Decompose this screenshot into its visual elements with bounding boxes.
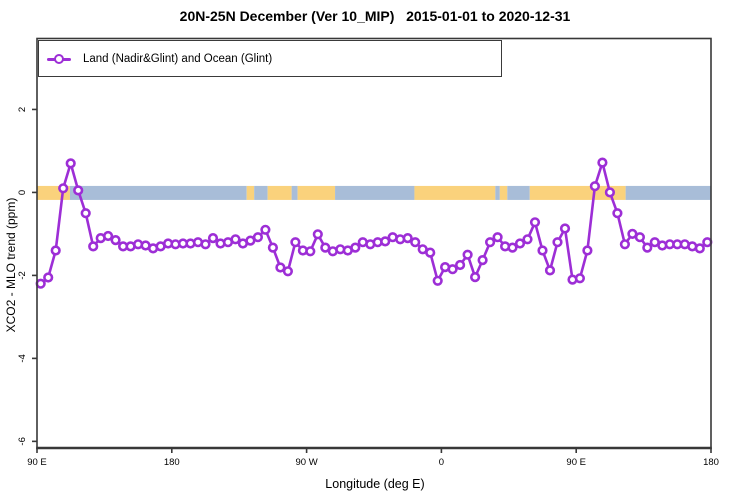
data-point-marker [58,183,69,194]
data-point-marker [320,242,331,253]
data-point-marker [642,242,653,253]
data-point-marker [43,272,54,283]
data-point-marker [275,262,286,273]
data-point-marker [305,246,316,257]
data-point-marker [110,235,121,246]
data-point-marker [73,185,84,196]
legend-line-marker-icon [47,53,71,65]
zero-band-segment-ocean [254,185,268,200]
data-point-marker [522,234,533,245]
data-point-marker [80,208,91,219]
y-tick-label: -4 [17,354,28,362]
data-point-marker [537,245,548,256]
data-point-marker [252,232,263,243]
data-point-marker [200,239,211,250]
y-tick-label: -6 [17,437,28,445]
data-point-marker [50,245,61,256]
data-point-marker [470,272,481,283]
data-point-marker [455,259,466,271]
zero-band-segment-land [267,185,292,200]
data-point-marker [267,242,279,253]
data-point-marker [619,239,631,250]
data-point-marker [88,241,99,252]
legend: Land (Nadir&Glint) and Ocean (Glint) [38,40,502,77]
data-point-marker [207,233,219,244]
zero-band-segment-ocean [625,185,711,200]
zero-band-segment-land [499,185,508,200]
data-point-marker [462,249,473,260]
zero-band-segment-land [297,185,336,200]
data-point-marker [447,264,458,275]
x-tick-label: 90 W [296,457,318,468]
data-point-marker [597,157,608,168]
data-point-marker [529,217,541,228]
y-tick-label: 2 [17,107,28,112]
legend-label: Land (Nadir&Glint) and Ocean (Glint) [83,52,273,65]
data-point-marker [260,224,271,235]
zero-band-segment-ocean [291,185,298,200]
zero-band-segment-ocean [335,185,415,200]
data-point-marker [702,237,713,248]
data-point-marker [507,242,518,253]
zero-band-segment-ocean [495,185,500,200]
zero-band-segment-ocean [507,185,530,200]
data-point-marker [35,278,46,289]
data-point-marker [604,187,616,198]
data-point-marker [589,181,601,192]
data-point-marker [282,266,294,277]
data-point-marker [492,232,503,243]
data-point-marker [612,208,623,219]
x-tick-label: 90 E [27,457,47,468]
data-point-marker [65,158,76,169]
data-point-marker [477,255,488,266]
data-point-marker [559,223,571,234]
data-point-marker [485,237,496,248]
chart-title: 20N-25N December (Ver 10_MIP) 2015-01-01… [179,8,571,24]
data-point-marker [634,232,646,243]
data-point-marker [694,243,705,254]
zero-band-segment-land [246,185,255,200]
data-point-marker [380,236,391,247]
series-line [39,161,709,286]
data-point-marker [574,273,586,284]
data-point-marker [582,245,593,256]
data-point-marker [544,265,556,276]
data-point-marker [312,229,323,240]
data-point-marker [290,237,301,248]
zero-band-segment-ocean [69,185,247,200]
data-point-marker [230,234,241,245]
y-axis-label: XCO2 - MLO trend (ppm) [4,197,18,333]
zero-band-segment-land [414,185,496,200]
data-point-marker [102,230,114,242]
zero-band-segment-land [529,185,626,200]
data-point-marker [514,238,526,249]
x-tick-label: 0 [439,457,444,468]
data-point-marker [425,247,436,258]
y-tick-label: 0 [17,190,28,195]
data-point-marker [402,233,413,244]
x-tick-label: 180 [164,457,180,468]
y-tick-label: -2 [17,271,28,279]
data-point-marker [410,237,421,248]
data-point-marker [432,275,443,286]
data-point-marker [350,242,361,253]
data-point-marker [552,237,563,248]
x-tick-label: 180 [703,457,719,468]
x-axis-label: Longitude (deg E) [325,477,425,491]
x-tick-label: 90 E [566,457,586,468]
